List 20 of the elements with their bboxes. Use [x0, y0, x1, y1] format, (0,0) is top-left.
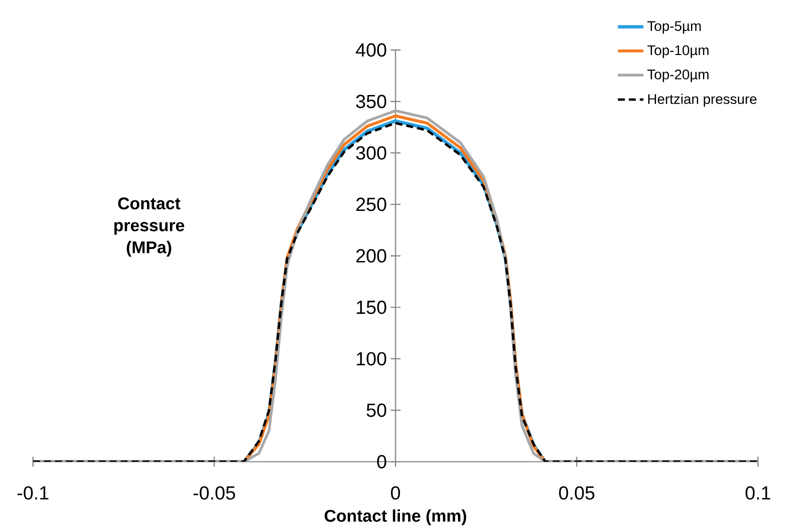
- y-tick-label: 200: [356, 249, 386, 263]
- y-tick-label: 400: [356, 43, 386, 57]
- y-tick-label: 250: [356, 198, 386, 212]
- y-tick-label: 0: [377, 454, 386, 468]
- y-tick-label: 150: [356, 300, 386, 314]
- legend-label: Top-20µm: [647, 70, 708, 82]
- y-tick-label: 350: [356, 94, 386, 108]
- y-tick-label: 50: [366, 404, 386, 417]
- x-tick-label: 0.1: [746, 486, 770, 500]
- y-axis-title: Contact pressure (MPa): [114, 197, 184, 257]
- legend-label: Hertzian pressure: [648, 94, 757, 107]
- y-tick-label: 300: [356, 146, 386, 160]
- legend-label: Top-5µm: [647, 21, 701, 34]
- x-tick-label: 0.05: [559, 486, 594, 500]
- legend-label: Top-10µm: [647, 45, 708, 58]
- x-tick-label: 0: [390, 486, 400, 500]
- y-tick-label: 100: [356, 352, 386, 366]
- x-axis-title: Contact line (mm): [324, 509, 466, 526]
- x-tick-label: -0.1: [18, 486, 48, 500]
- x-tick-label: -0.05: [194, 486, 236, 500]
